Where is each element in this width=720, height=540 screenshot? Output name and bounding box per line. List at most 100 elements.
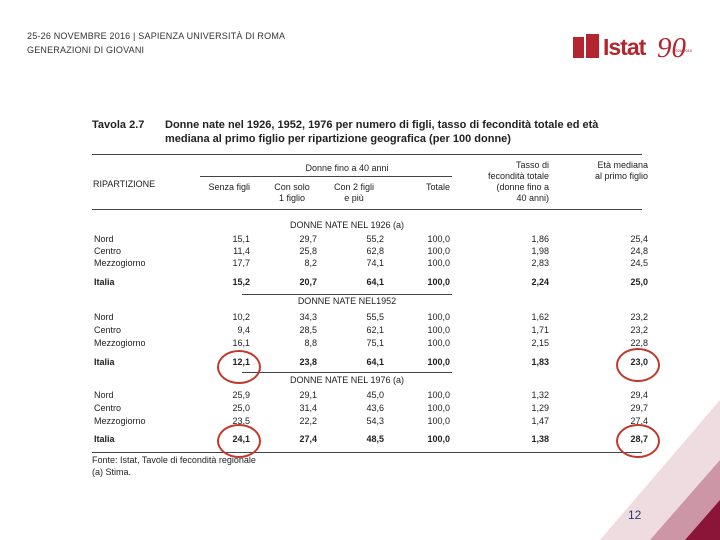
cell-due: 62,1 (366, 325, 384, 335)
table-title-text: Donne nate nel 1926, 1952, 1976 per nume… (165, 119, 599, 145)
cell-senza: 23,5 (232, 416, 250, 426)
col-header-tasso-a: Tasso di (515, 160, 549, 170)
cell-area: Italia (94, 357, 115, 367)
cell-area: Italia (94, 434, 115, 444)
cell-area: Centro (94, 403, 122, 413)
cell-area: Mezzogiorno (94, 258, 146, 268)
cell-tasso: 1,71 (531, 325, 549, 335)
cell-due: 54,3 (366, 416, 384, 426)
col-header-uno-a: Con solo (274, 182, 310, 192)
cell-eta: 27,4 (630, 416, 648, 426)
cell-area: Mezzogiorno (94, 338, 146, 348)
header-bottom-rule (92, 209, 642, 210)
cell-tasso: 2,83 (531, 258, 549, 268)
cell-totale: 100,0 (427, 403, 450, 413)
cell-eta: 29,7 (630, 403, 648, 413)
section-1926-label: DONNE NATE NEL 1926 (a) (289, 220, 405, 230)
col-header-tasso-b: fecondità totale (487, 171, 549, 181)
cell-uno: 20,7 (299, 277, 317, 287)
footnote-source: Fonte: Istat, Tavole di fecondità region… (92, 455, 256, 465)
cell-eta: 24,5 (630, 258, 648, 268)
group-header-rule (200, 176, 452, 177)
table-number: Tavola 2.7 (92, 119, 145, 131)
cell-eta: 25,0 (630, 277, 648, 287)
cell-totale: 100,0 (427, 277, 450, 287)
table-bottom-rule (92, 452, 642, 453)
cell-uno: 29,7 (299, 234, 317, 244)
cell-totale: 100,0 (427, 246, 450, 256)
cell-uno: 25,8 (299, 246, 317, 256)
cell-due: 48,5 (366, 434, 384, 444)
cell-totale: 100,0 (427, 325, 450, 335)
col-header-senza: Senza figli (208, 182, 250, 192)
cell-tasso: 1,86 (531, 234, 549, 244)
cell-totale: 100,0 (427, 357, 450, 367)
cell-area: Italia (94, 277, 115, 287)
cell-due: 62,8 (366, 246, 384, 256)
section-rule (242, 294, 452, 295)
cell-totale: 100,0 (427, 234, 450, 244)
cell-senza: 11,4 (233, 246, 250, 256)
col-header-tasso-d: 40 anni) (516, 193, 549, 203)
cell-tasso: 1,32 (531, 390, 549, 400)
cell-senza: 10,2 (232, 312, 250, 322)
cell-eta: 22,8 (630, 338, 648, 348)
cell-eta: 29,4 (630, 390, 648, 400)
cell-uno: 29,1 (299, 390, 317, 400)
cell-due: 55,5 (366, 312, 384, 322)
highlight-circle (217, 424, 261, 458)
cell-totale: 100,0 (427, 312, 450, 322)
cell-uno: 8,2 (304, 258, 317, 268)
col-header-uno-b: 1 figlio (278, 193, 305, 203)
cell-totale: 100,0 (427, 338, 450, 348)
cell-totale: 100,0 (427, 416, 450, 426)
cell-tasso: 2,24 (531, 277, 549, 287)
cell-due: 43,6 (366, 403, 384, 413)
cell-area: Nord (94, 390, 114, 400)
col-header-due-a: Con 2 figli (333, 182, 375, 192)
cell-due: 64,1 (366, 277, 384, 287)
highlight-circle (616, 424, 660, 458)
logo-anniversary-number: 90 (657, 32, 686, 64)
cell-area: Centro (94, 325, 122, 335)
cell-uno: 28,5 (299, 325, 317, 335)
logo-anniversary-years: 1926-2016 (673, 48, 693, 53)
cell-tasso: 1,62 (531, 312, 549, 322)
cell-tasso: 1,29 (531, 403, 549, 413)
cell-tasso: 1,47 (531, 416, 549, 426)
cell-area: Centro (94, 246, 122, 256)
cell-senza: 25,0 (232, 403, 250, 413)
logo-square-large (586, 34, 599, 58)
cell-tasso: 1,83 (531, 357, 549, 367)
col-header-eta-a: Età mediana (597, 160, 648, 170)
cell-due: 64,1 (366, 357, 384, 367)
cell-eta: 23,2 (630, 312, 648, 322)
cell-due: 45,0 (366, 390, 384, 400)
cell-eta: 23,2 (630, 325, 648, 335)
col-header-due-b: e più (344, 193, 364, 203)
cell-area: Nord (94, 312, 114, 322)
cell-area: Nord (94, 234, 114, 244)
highlight-circle (616, 348, 660, 382)
cell-senza: 16,1 (232, 338, 250, 348)
cell-senza: 15,1 (232, 234, 250, 244)
cell-due: 75,1 (366, 338, 384, 348)
footnote-a: (a) Stima. (92, 467, 132, 477)
cell-senza: 25,9 (232, 390, 250, 400)
cell-senza: 9,4 (237, 325, 250, 335)
cell-eta: 25,4 (630, 234, 648, 244)
cell-tasso: 2,15 (531, 338, 549, 348)
istat-logo: Istat 90 1926-2016 (573, 32, 693, 74)
group-header: Donne fino a 40 anni (305, 163, 389, 173)
header-event-line: 25-26 NOVEMBRE 2016 | SAPIENZA UNIVERSIT… (27, 31, 286, 41)
cell-senza: 15,2 (232, 277, 250, 287)
cell-due: 74,1 (366, 258, 384, 268)
cell-senza: 17,7 (232, 258, 250, 268)
header-session-title: GENERAZIONI DI GIOVANI (27, 45, 145, 55)
cell-tasso: 1,98 (531, 246, 549, 256)
cell-uno: 34,3 (299, 312, 317, 322)
cell-eta: 24,8 (630, 246, 648, 256)
cell-totale: 100,0 (427, 390, 450, 400)
logo-wordmark: Istat (603, 34, 646, 60)
cell-area: Mezzogiorno (94, 416, 146, 426)
